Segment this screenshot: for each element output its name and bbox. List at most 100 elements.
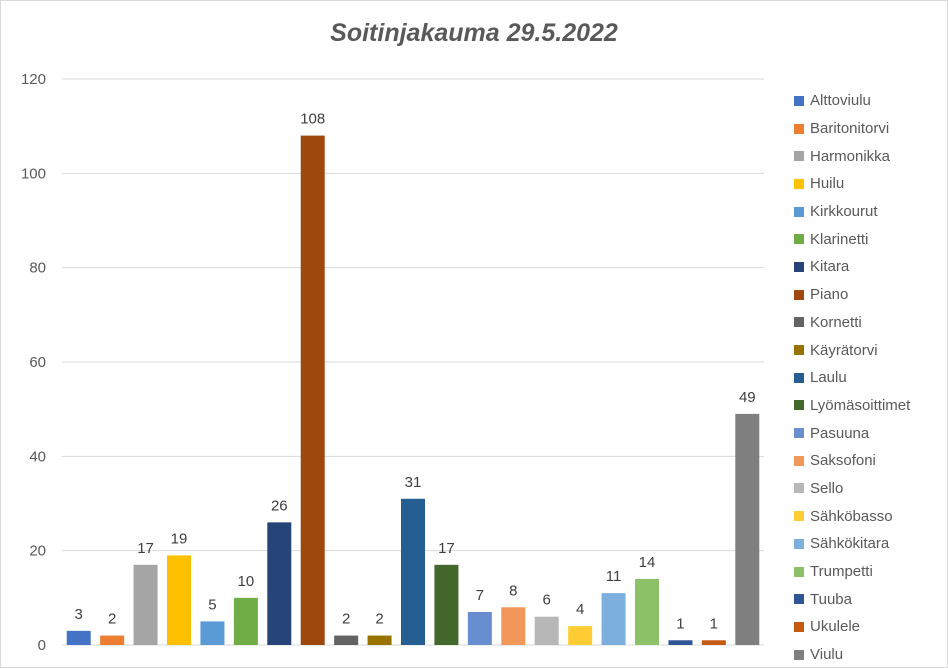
bar-tuuba <box>668 640 693 645</box>
data-label: 4 <box>576 601 584 618</box>
data-label: 17 <box>137 540 154 557</box>
legend-label: Lyömäsoittimet <box>810 396 911 414</box>
legend-swatch <box>794 151 804 162</box>
legend-label: Klarinetti <box>810 230 869 248</box>
legend-swatch <box>794 206 804 217</box>
legend-item: Harmonikka <box>794 142 910 170</box>
data-label: 7 <box>476 587 484 604</box>
bar-harmonikka <box>133 564 158 645</box>
bar-kitara <box>267 522 292 645</box>
legend-swatch <box>794 123 804 134</box>
legend-label: Kornetti <box>810 313 862 331</box>
legend-label: Sähkökitara <box>810 535 890 553</box>
legend-item: Sello <box>794 475 910 503</box>
bar-laulu <box>401 498 425 645</box>
legend-item: Klarinetti <box>794 225 910 253</box>
y-tick-label: 80 <box>29 260 46 277</box>
legend-label: Baritonitorvi <box>810 120 890 138</box>
bar-sello <box>534 616 559 645</box>
bar-trumpetti <box>635 578 659 645</box>
legend-item: Sähkökitara <box>794 530 910 558</box>
legend-label: Sähköbasso <box>810 507 893 525</box>
legend-label: Laulu <box>810 369 847 387</box>
legend-item: Ukulele <box>794 613 910 641</box>
legend-swatch <box>794 538 804 549</box>
y-tick-label: 120 <box>21 71 46 88</box>
legend-label: Piano <box>810 286 849 304</box>
legend-label: Huilu <box>810 175 845 193</box>
bar-sähkökitara <box>601 593 626 645</box>
data-label: 6 <box>543 592 551 609</box>
data-label: 31 <box>405 474 422 491</box>
chart-title: Soitinjakauma 29.5.2022 <box>330 19 618 47</box>
bar-viulu <box>735 413 760 645</box>
data-label: 3 <box>75 606 83 623</box>
bar-alttoviulu <box>66 630 91 645</box>
legend-swatch <box>794 428 804 439</box>
legend-item: Pasuuna <box>794 419 910 447</box>
legend-label: Trumpetti <box>810 563 873 581</box>
legend-label: Kitara <box>810 258 850 276</box>
legend-swatch <box>794 289 804 300</box>
bar-baritonitorvi <box>100 635 125 645</box>
legend-item: Kornetti <box>794 309 910 337</box>
data-label: 10 <box>238 573 255 590</box>
legend-item: Trumpetti <box>794 558 910 586</box>
data-label: 2 <box>375 611 383 628</box>
legend-swatch <box>794 566 804 577</box>
bar-saksofoni <box>501 607 526 645</box>
legend-swatch <box>794 400 804 411</box>
y-tick-label: 0 <box>38 637 46 654</box>
legend-item: Alttoviulu <box>794 87 910 115</box>
legend-swatch <box>794 234 804 245</box>
legend-label: Sello <box>810 479 844 497</box>
legend-label: Ukulele <box>810 618 861 636</box>
legend-label: Viulu <box>810 646 844 664</box>
legend-label: Käyrätorvi <box>810 341 878 359</box>
bar-kornetti <box>334 635 359 645</box>
legend-swatch <box>794 594 804 605</box>
bar-lyömäsoittimet <box>434 564 459 645</box>
legend-swatch <box>794 95 804 106</box>
legend-label: Tuuba <box>810 590 852 608</box>
legend-label: Saksofoni <box>810 452 876 470</box>
bar-kirkkourut <box>200 621 225 645</box>
data-label: 49 <box>739 389 756 406</box>
legend-label: Harmonikka <box>810 147 891 165</box>
legend: Alttoviulu Baritonitorvi Harmonikka Huilu Ki… <box>794 87 910 668</box>
data-label: 108 <box>300 111 325 128</box>
legend-item: Lyömäsoittimet <box>794 392 910 420</box>
legend-item: Baritonitorvi <box>794 115 910 143</box>
legend-swatch <box>794 511 804 522</box>
bar-klarinetti <box>233 597 258 645</box>
legend-swatch <box>794 261 804 272</box>
legend-item: Sähköbasso <box>794 502 910 530</box>
legend-item: Laulu <box>794 364 910 392</box>
data-label: 2 <box>108 611 116 628</box>
legend-item: Kirkkourut <box>794 198 910 226</box>
legend-swatch <box>794 372 804 383</box>
y-tick-label: 20 <box>29 543 46 560</box>
bar-käyrätorvi <box>367 635 392 645</box>
data-label: 1 <box>710 615 718 632</box>
data-label: 5 <box>208 596 216 613</box>
bar-huilu <box>167 555 191 645</box>
legend-item: Piano <box>794 281 910 309</box>
legend-swatch <box>794 317 804 328</box>
bar-pasuuna <box>467 611 492 645</box>
data-label: 8 <box>509 582 517 599</box>
bar-piano <box>300 135 325 645</box>
legend-item: Käyrätorvi <box>794 336 910 364</box>
data-label: 19 <box>171 530 188 547</box>
data-label: 2 <box>342 611 350 628</box>
legend-swatch <box>794 649 804 660</box>
data-label: 11 <box>606 568 622 585</box>
legend-swatch <box>794 455 804 466</box>
data-label: 1 <box>676 615 684 632</box>
legend-label: Alttoviulu <box>810 92 871 110</box>
legend-item: Viulu <box>794 641 910 668</box>
bar-sähköbasso <box>568 626 593 645</box>
legend-label: Kirkkourut <box>810 203 878 221</box>
